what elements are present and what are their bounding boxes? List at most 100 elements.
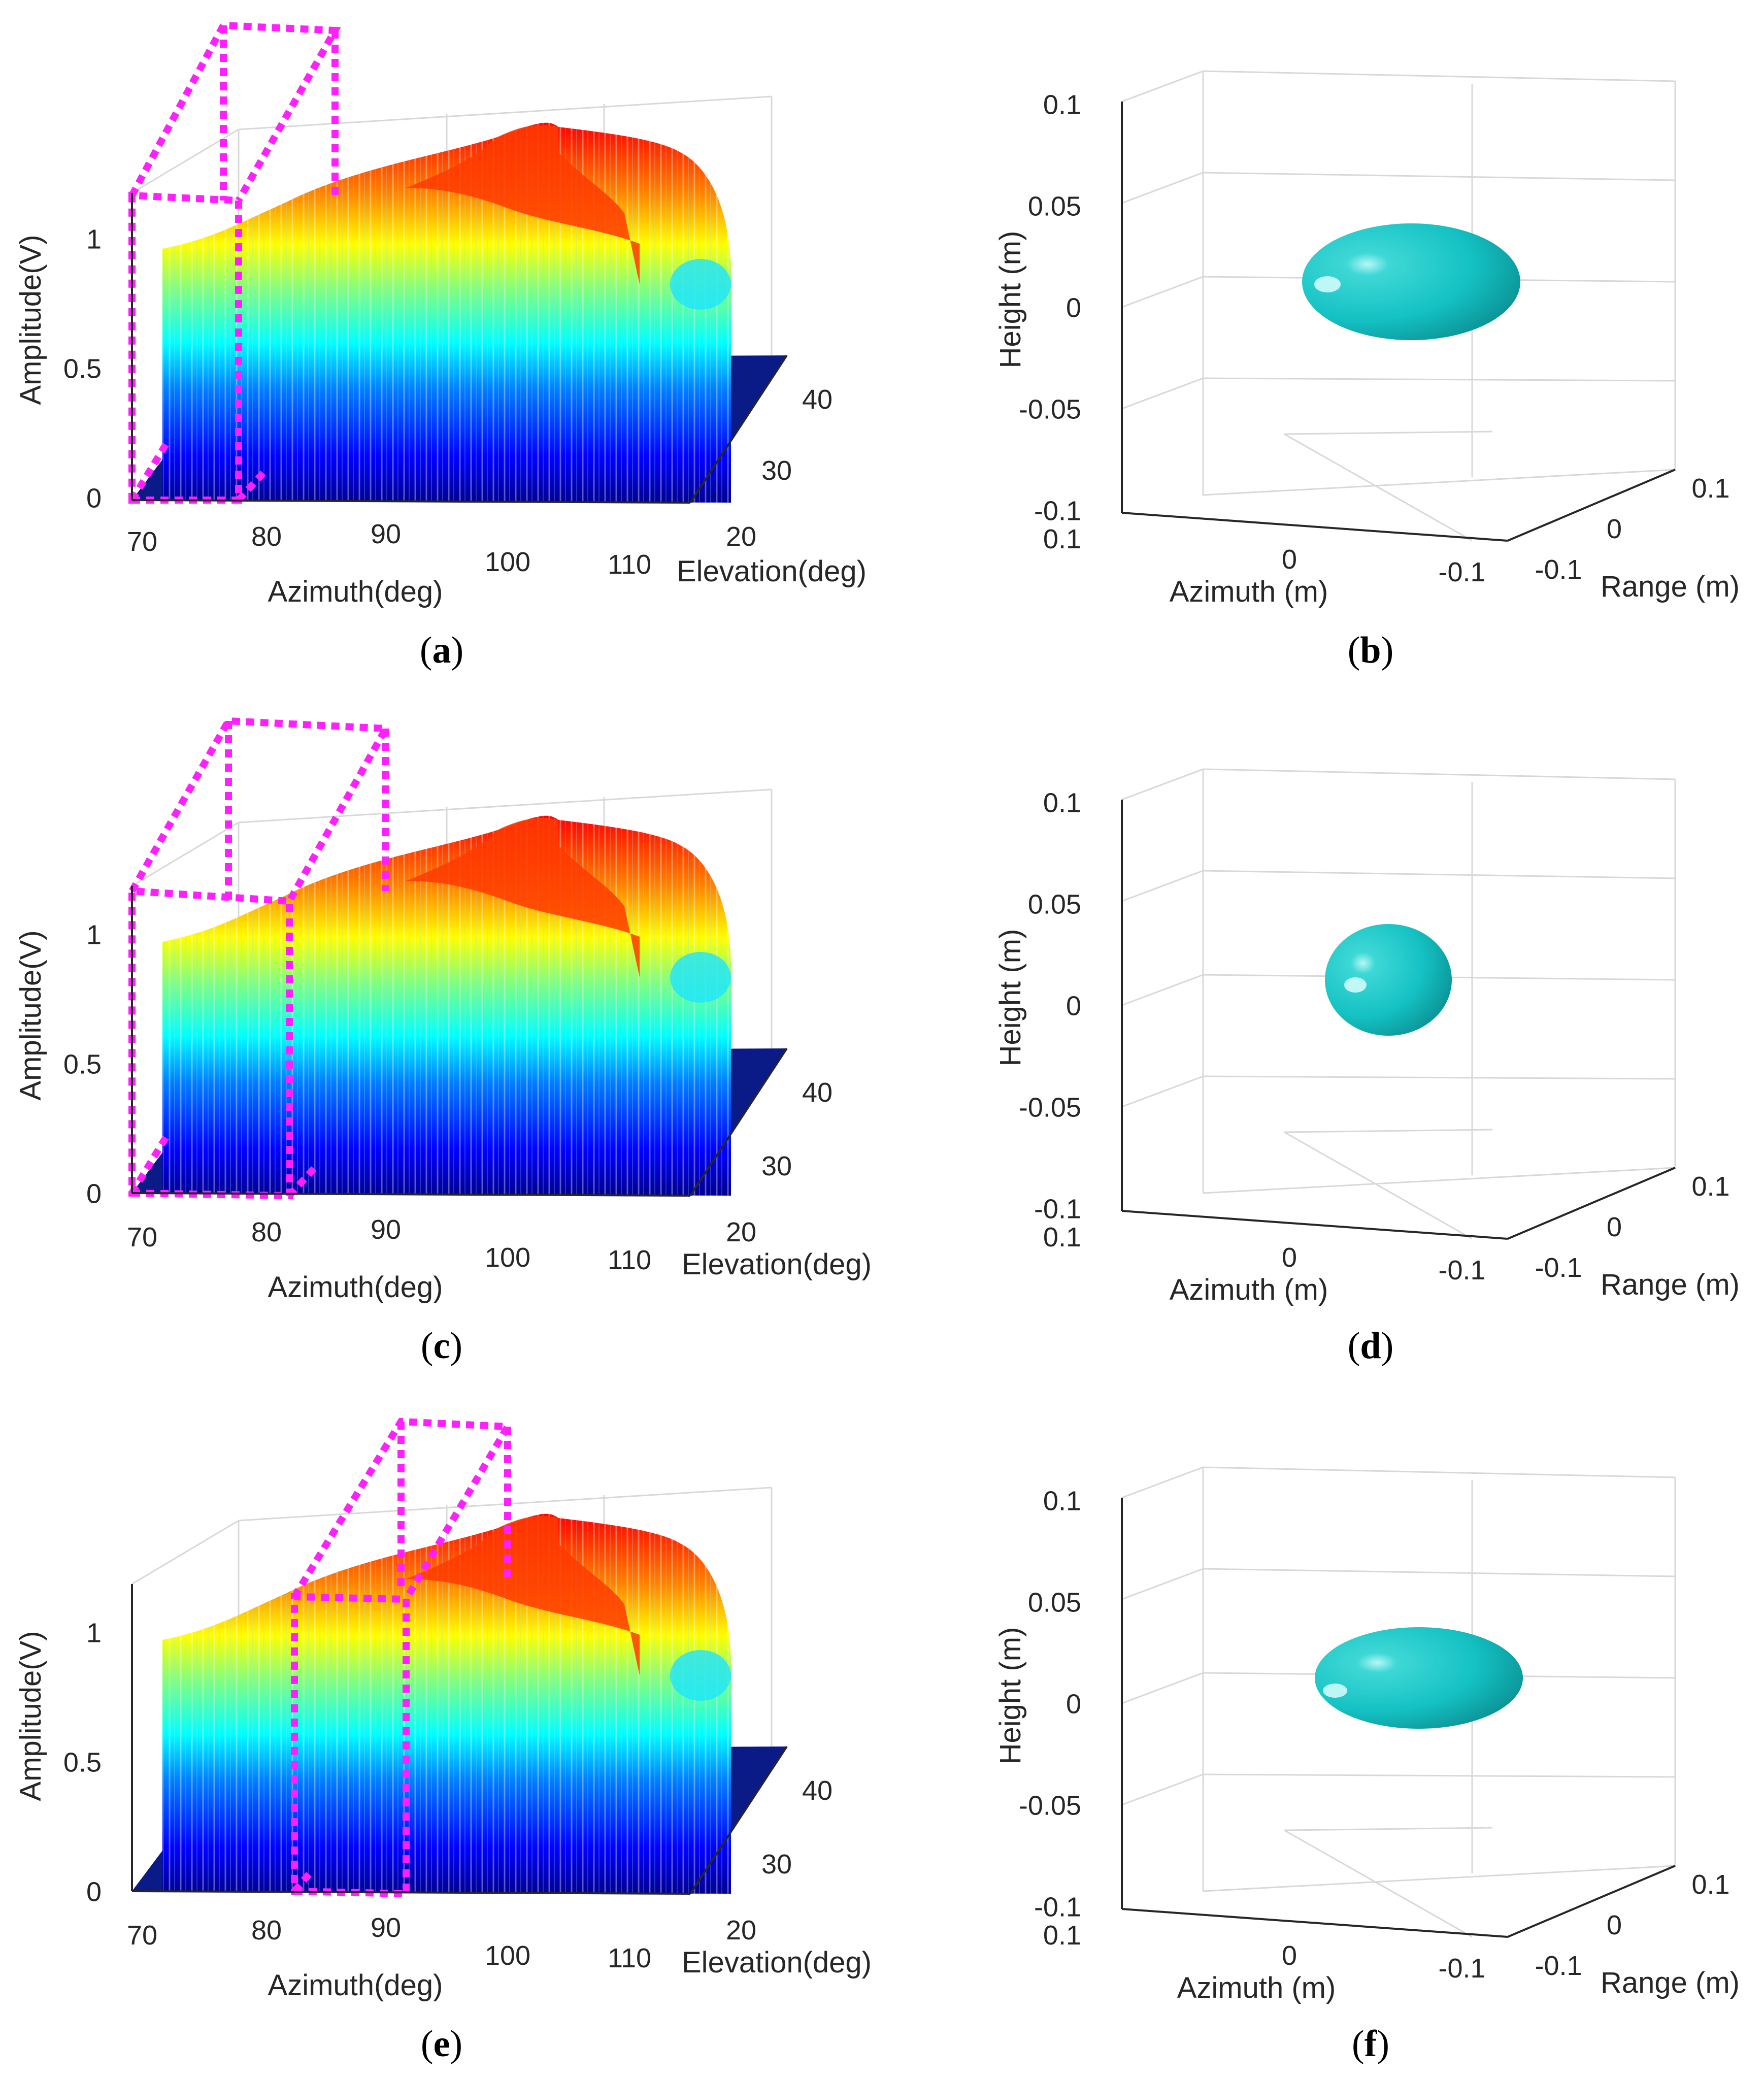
- y-tick-2: 0.1: [1691, 1869, 1729, 1900]
- y-tick-1: 30: [761, 1849, 792, 1880]
- z-tick-3: -0.05: [1019, 1092, 1081, 1123]
- y-tick-2: 0.1: [1691, 1171, 1729, 1202]
- z-tick-0: 0: [86, 1178, 102, 1209]
- z-tick-2: 1: [86, 1618, 102, 1648]
- z-axis-label: Height (m): [994, 231, 1027, 369]
- x-tick-1: 0: [1282, 1940, 1297, 1971]
- red-ridge: [406, 125, 640, 284]
- x-tick-2: -0.1: [1438, 1953, 1485, 1984]
- caption-e: (e): [421, 2023, 462, 2065]
- x-axis-label: Azimuth (m): [1170, 1273, 1328, 1306]
- x-tick-4: 110: [608, 1245, 651, 1275]
- y-tick-2: 40: [802, 384, 833, 415]
- z-tick-0: 0: [86, 483, 102, 513]
- axis-lines: [131, 886, 788, 1197]
- y-tick-0: -0.1: [1535, 1252, 1582, 1283]
- z-axis-label: Height (m): [994, 1627, 1027, 1765]
- z-axis-label: Amplitude(V): [14, 235, 47, 405]
- z-axis-label: Height (m): [994, 929, 1027, 1067]
- axis-lines: [131, 1584, 788, 1895]
- z-tick-1: 0.5: [63, 353, 102, 384]
- z-tick-2: 0: [1066, 991, 1081, 1021]
- x-axis-label: Azimuth (m): [1170, 575, 1328, 608]
- x-tick-1: 80: [251, 521, 282, 552]
- z-tick-2: 1: [86, 919, 102, 950]
- reconstructed-ellipsoid: [1325, 924, 1452, 1036]
- red-ridge: [406, 1516, 640, 1675]
- z-tick-3: -0.05: [1019, 394, 1081, 424]
- x-tick-2: 90: [371, 1913, 401, 1943]
- y-tick-1: 0: [1607, 1212, 1622, 1242]
- cyan-rim: [670, 1650, 731, 1701]
- panel-c: Amplitude(V) 0 0.5 1 70 80 90 100 110 Az…: [14, 717, 872, 1367]
- y-axis-label: Elevation(deg): [677, 555, 867, 588]
- z-axis-label: Amplitude(V): [14, 1631, 47, 1801]
- x-tick-2: 90: [371, 1214, 401, 1245]
- x-tick-2: 90: [371, 519, 401, 549]
- z-tick-0: 0.1: [1043, 1486, 1081, 1516]
- y-tick-0: 20: [726, 1217, 756, 1247]
- y-tick-0: -0.1: [1535, 554, 1582, 585]
- y-tick-1: 30: [761, 455, 792, 486]
- y-axis-label: Range (m): [1601, 1966, 1740, 1999]
- y-tick-0: 20: [726, 1915, 756, 1946]
- x-tick-2: -0.1: [1438, 1255, 1485, 1285]
- x-tick-2: -0.1: [1438, 557, 1485, 587]
- z-tick-1: 0.05: [1028, 1587, 1081, 1618]
- z-tick-4: -0.1: [1034, 1892, 1081, 1922]
- y-axis-label: Range (m): [1601, 1268, 1740, 1301]
- panel-b: Height (m) 0.1 0.05 0 -0.05 -0.1 0.1 0 -…: [994, 70, 1740, 671]
- x-tick-0: 70: [127, 526, 157, 557]
- panel-d: Height (m) 0.1 0.05 0 -0.05 -0.1 0.1 0 -…: [994, 768, 1740, 1367]
- axis-lines: [1121, 800, 1676, 1240]
- x-tick-4: 110: [608, 549, 651, 580]
- y-axis-label: Elevation(deg): [682, 1946, 872, 1979]
- panel-f: Height (m) 0.1 0.05 0 -0.05 -0.1 0.1 0 -…: [994, 1466, 1740, 2065]
- y-tick-2: 0.1: [1691, 473, 1729, 504]
- reconstructed-ellipsoid: [1302, 223, 1520, 340]
- y-tick-2: 40: [802, 1775, 833, 1806]
- caption-a: (a): [420, 630, 463, 671]
- z-tick-1: 0.5: [63, 1049, 102, 1079]
- z-tick-3: -0.05: [1019, 1790, 1081, 1821]
- panel-e: Amplitude(V) 0 0.5 1 70 80 90 100 110 Az…: [14, 1417, 872, 2065]
- axis-lines: [1121, 102, 1676, 542]
- z-tick-4: -0.1: [1034, 496, 1081, 526]
- z-tick-1: 0.5: [63, 1747, 102, 1777]
- caption-c: (c): [421, 1325, 462, 1367]
- x-axis-label: Azimuth(deg): [268, 1271, 443, 1304]
- z-tick-2: 1: [86, 224, 102, 254]
- cyan-rim: [670, 952, 731, 1003]
- specular-highlight: [1314, 276, 1341, 292]
- x-tick-3: 100: [485, 547, 530, 577]
- y-axis-label: Range (m): [1601, 570, 1740, 603]
- y-tick-1: 0: [1607, 514, 1622, 544]
- z-tick-2: 0: [1066, 1689, 1081, 1719]
- z-tick-0: 0.1: [1043, 89, 1081, 120]
- x-tick-0: 70: [127, 1920, 157, 1951]
- caption-d: (d): [1348, 1325, 1393, 1367]
- y-tick-0: 20: [726, 521, 756, 552]
- x-axis-label: Azimuth(deg): [268, 1969, 443, 2002]
- specular-highlight: [1323, 1684, 1347, 1698]
- axis-lines: [131, 193, 788, 504]
- reconstructed-ellipsoid: [1315, 1627, 1523, 1729]
- cyan-rim: [670, 259, 731, 310]
- z-tick-4: -0.1: [1034, 1194, 1081, 1224]
- x-axis-label: Azimuth (m): [1177, 1971, 1336, 2004]
- y-tick-2: 40: [802, 1077, 833, 1108]
- y-tick-1: 30: [761, 1151, 792, 1181]
- x-axis-label: Azimuth(deg): [268, 575, 443, 608]
- highlight-box: [128, 717, 392, 1200]
- z-axis-label: Amplitude(V): [14, 930, 47, 1100]
- box-grid: [1121, 1466, 1676, 1938]
- x-tick-3: 100: [485, 1242, 530, 1273]
- specular-highlight: [1344, 977, 1367, 993]
- red-ridge: [406, 818, 640, 977]
- axis-lines: [1121, 1498, 1676, 1938]
- z-tick-1: 0.05: [1028, 889, 1081, 919]
- z-tick-0: 0: [86, 1876, 102, 1907]
- y-tick-0: -0.1: [1535, 1951, 1582, 1981]
- x-tick-1: 80: [251, 1915, 282, 1946]
